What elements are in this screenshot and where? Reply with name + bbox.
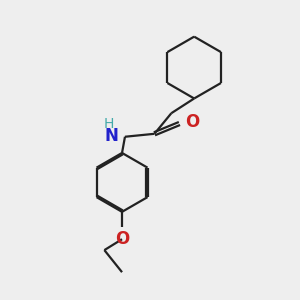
Text: N: N: [105, 127, 118, 145]
Text: H: H: [103, 117, 114, 131]
Text: O: O: [185, 113, 199, 131]
Text: O: O: [115, 230, 129, 247]
